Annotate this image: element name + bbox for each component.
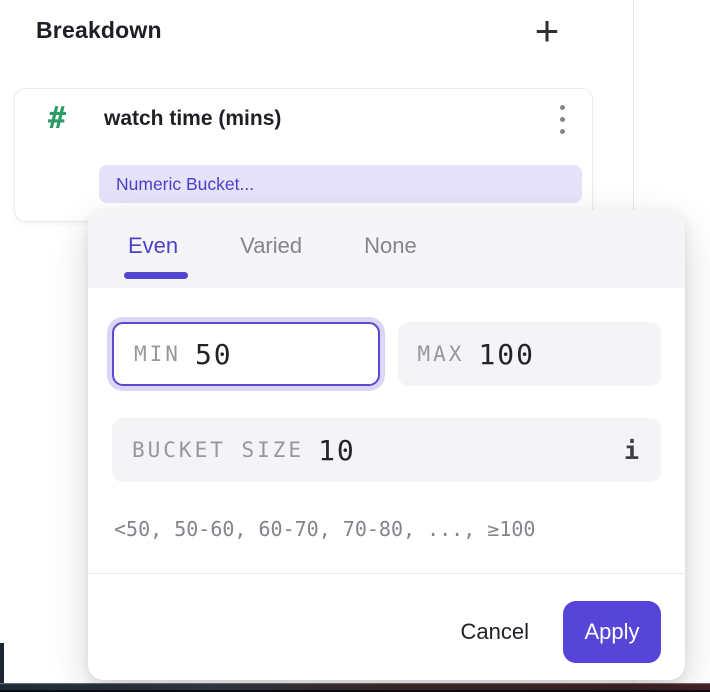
min-input[interactable]: MIN 50 [112,322,380,386]
info-icon[interactable]: i [623,435,639,465]
max-input[interactable]: MAX 100 [397,322,661,386]
apply-button[interactable]: Apply [563,601,661,663]
min-value: 50 [194,337,233,371]
kebab-menu-icon[interactable] [542,97,582,141]
property-name: watch time (mins) [104,107,282,130]
min-label: MIN [134,342,181,366]
numeric-bucket-pill[interactable]: Numeric Bucket... [99,165,582,203]
breakdown-panel-title: Breakdown [36,17,162,43]
bucket-preview-text: <50, 50-60, 60-70, 70-80, ..., ≥100 [114,517,536,541]
tab-even[interactable]: Even [128,233,179,258]
numeric-bucket-popover: Even Varied None MIN 50 MAX 100 BUCKET S… [88,210,685,680]
plus-icon: + [534,7,560,54]
popover-tab-bar: Even Varied None [88,210,685,288]
max-value: 100 [478,337,536,371]
popover-footer: Cancel Apply [88,573,685,680]
background-chart-edge [0,643,4,692]
bucket-size-input[interactable]: BUCKET SIZE 10 i [112,418,661,482]
active-tab-underline [124,272,188,279]
tab-none[interactable]: None [364,233,417,258]
bucket-size-label: BUCKET SIZE [132,438,305,462]
tab-varied[interactable]: Varied [240,233,303,258]
background-chart-strip [0,683,710,692]
max-label: MAX [417,342,465,366]
numeric-property-icon: # [48,101,67,136]
breakdown-property-card: # watch time (mins) Numeric Bucket... [14,88,593,222]
bucket-size-value: 10 [318,433,356,467]
cancel-button[interactable]: Cancel [460,619,529,644]
add-breakdown-button[interactable]: + [524,8,570,54]
